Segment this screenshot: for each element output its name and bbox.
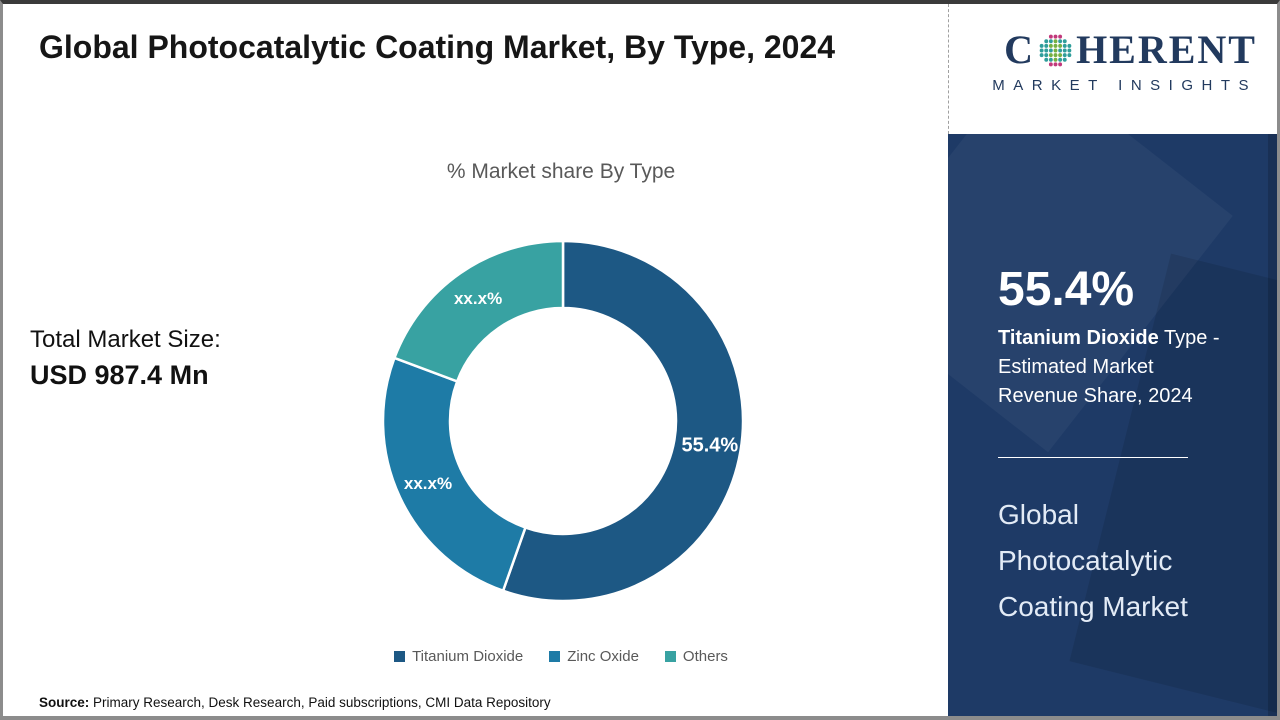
page-title: Global Photocatalytic Coating Market, By… — [39, 29, 836, 65]
legend-item-zinc-oxide: Zinc Oxide — [549, 648, 639, 665]
panel-stat-rest: Type - Estimated Market Revenue Share, 2… — [998, 327, 1220, 407]
donut-slice-labels: 55.4% xx.x% xx.x% — [381, 239, 745, 603]
panel-market-title: Global Photocatalytic Coating Market — [998, 499, 1188, 622]
donut-slice-titanium-dioxide — [501, 239, 745, 603]
legend-item-titanium-dioxide: Titanium Dioxide — [394, 648, 523, 665]
legend-label: Others — [682, 648, 728, 665]
total-market-label: Total Market Size: — [30, 326, 221, 353]
logo-area: C HERENT MARKET INSIGHTS — [948, 4, 1277, 134]
total-market-value: USD 987.4 Mn — [30, 360, 209, 390]
panel-stat-segment: Titanium Dioxide — [998, 327, 1159, 349]
total-market-block: Total Market Size: USD 987.4 Mn — [30, 326, 221, 391]
dotted-globe-icon — [1039, 34, 1072, 66]
brand-suffix: HERENT — [1076, 27, 1257, 72]
donut-slice-zinc-oxide — [381, 356, 527, 592]
brand-logo: C HERENT — [1004, 30, 1257, 70]
panel-stat-description: Titanium Dioxide Type - Estimated Market… — [998, 324, 1236, 411]
side-panel: 55.4% Titanium Dioxide Type - Estimated … — [948, 134, 1277, 716]
chart-title: % Market share By Type — [446, 160, 676, 183]
source-text: Primary Research, Desk Research, Paid su… — [89, 695, 551, 710]
panel-divider — [998, 457, 1188, 458]
panel-stat-value: 55.4% — [998, 263, 1135, 316]
source-line: Source: Primary Research, Desk Research,… — [39, 695, 551, 710]
slice-label-zinc-oxide: xx.x% — [403, 474, 453, 494]
legend-swatch-icon — [394, 651, 406, 662]
slice-label-others: xx.x% — [453, 288, 503, 308]
legend-swatch-icon — [664, 651, 676, 662]
panel-edge-shadow — [1268, 134, 1277, 716]
chart-legend: Titanium Dioxide Zinc Oxide Others — [181, 648, 941, 665]
legend-swatch-icon — [549, 651, 561, 662]
source-label: Source: — [39, 695, 90, 710]
brand-prefix: C — [1004, 27, 1036, 72]
legend-label: Titanium Dioxide — [412, 648, 524, 665]
donut-chart: 55.4% xx.x% xx.x% — [381, 239, 745, 603]
legend-item-others: Others — [664, 648, 728, 665]
donut-slice-others — [393, 239, 565, 383]
slice-label-titanium-dioxide: 55.4% — [681, 434, 739, 457]
brand-tagline: MARKET INSIGHTS — [992, 77, 1257, 94]
donut-chart-svg — [381, 239, 745, 603]
legend-label: Zinc Oxide — [567, 648, 639, 665]
